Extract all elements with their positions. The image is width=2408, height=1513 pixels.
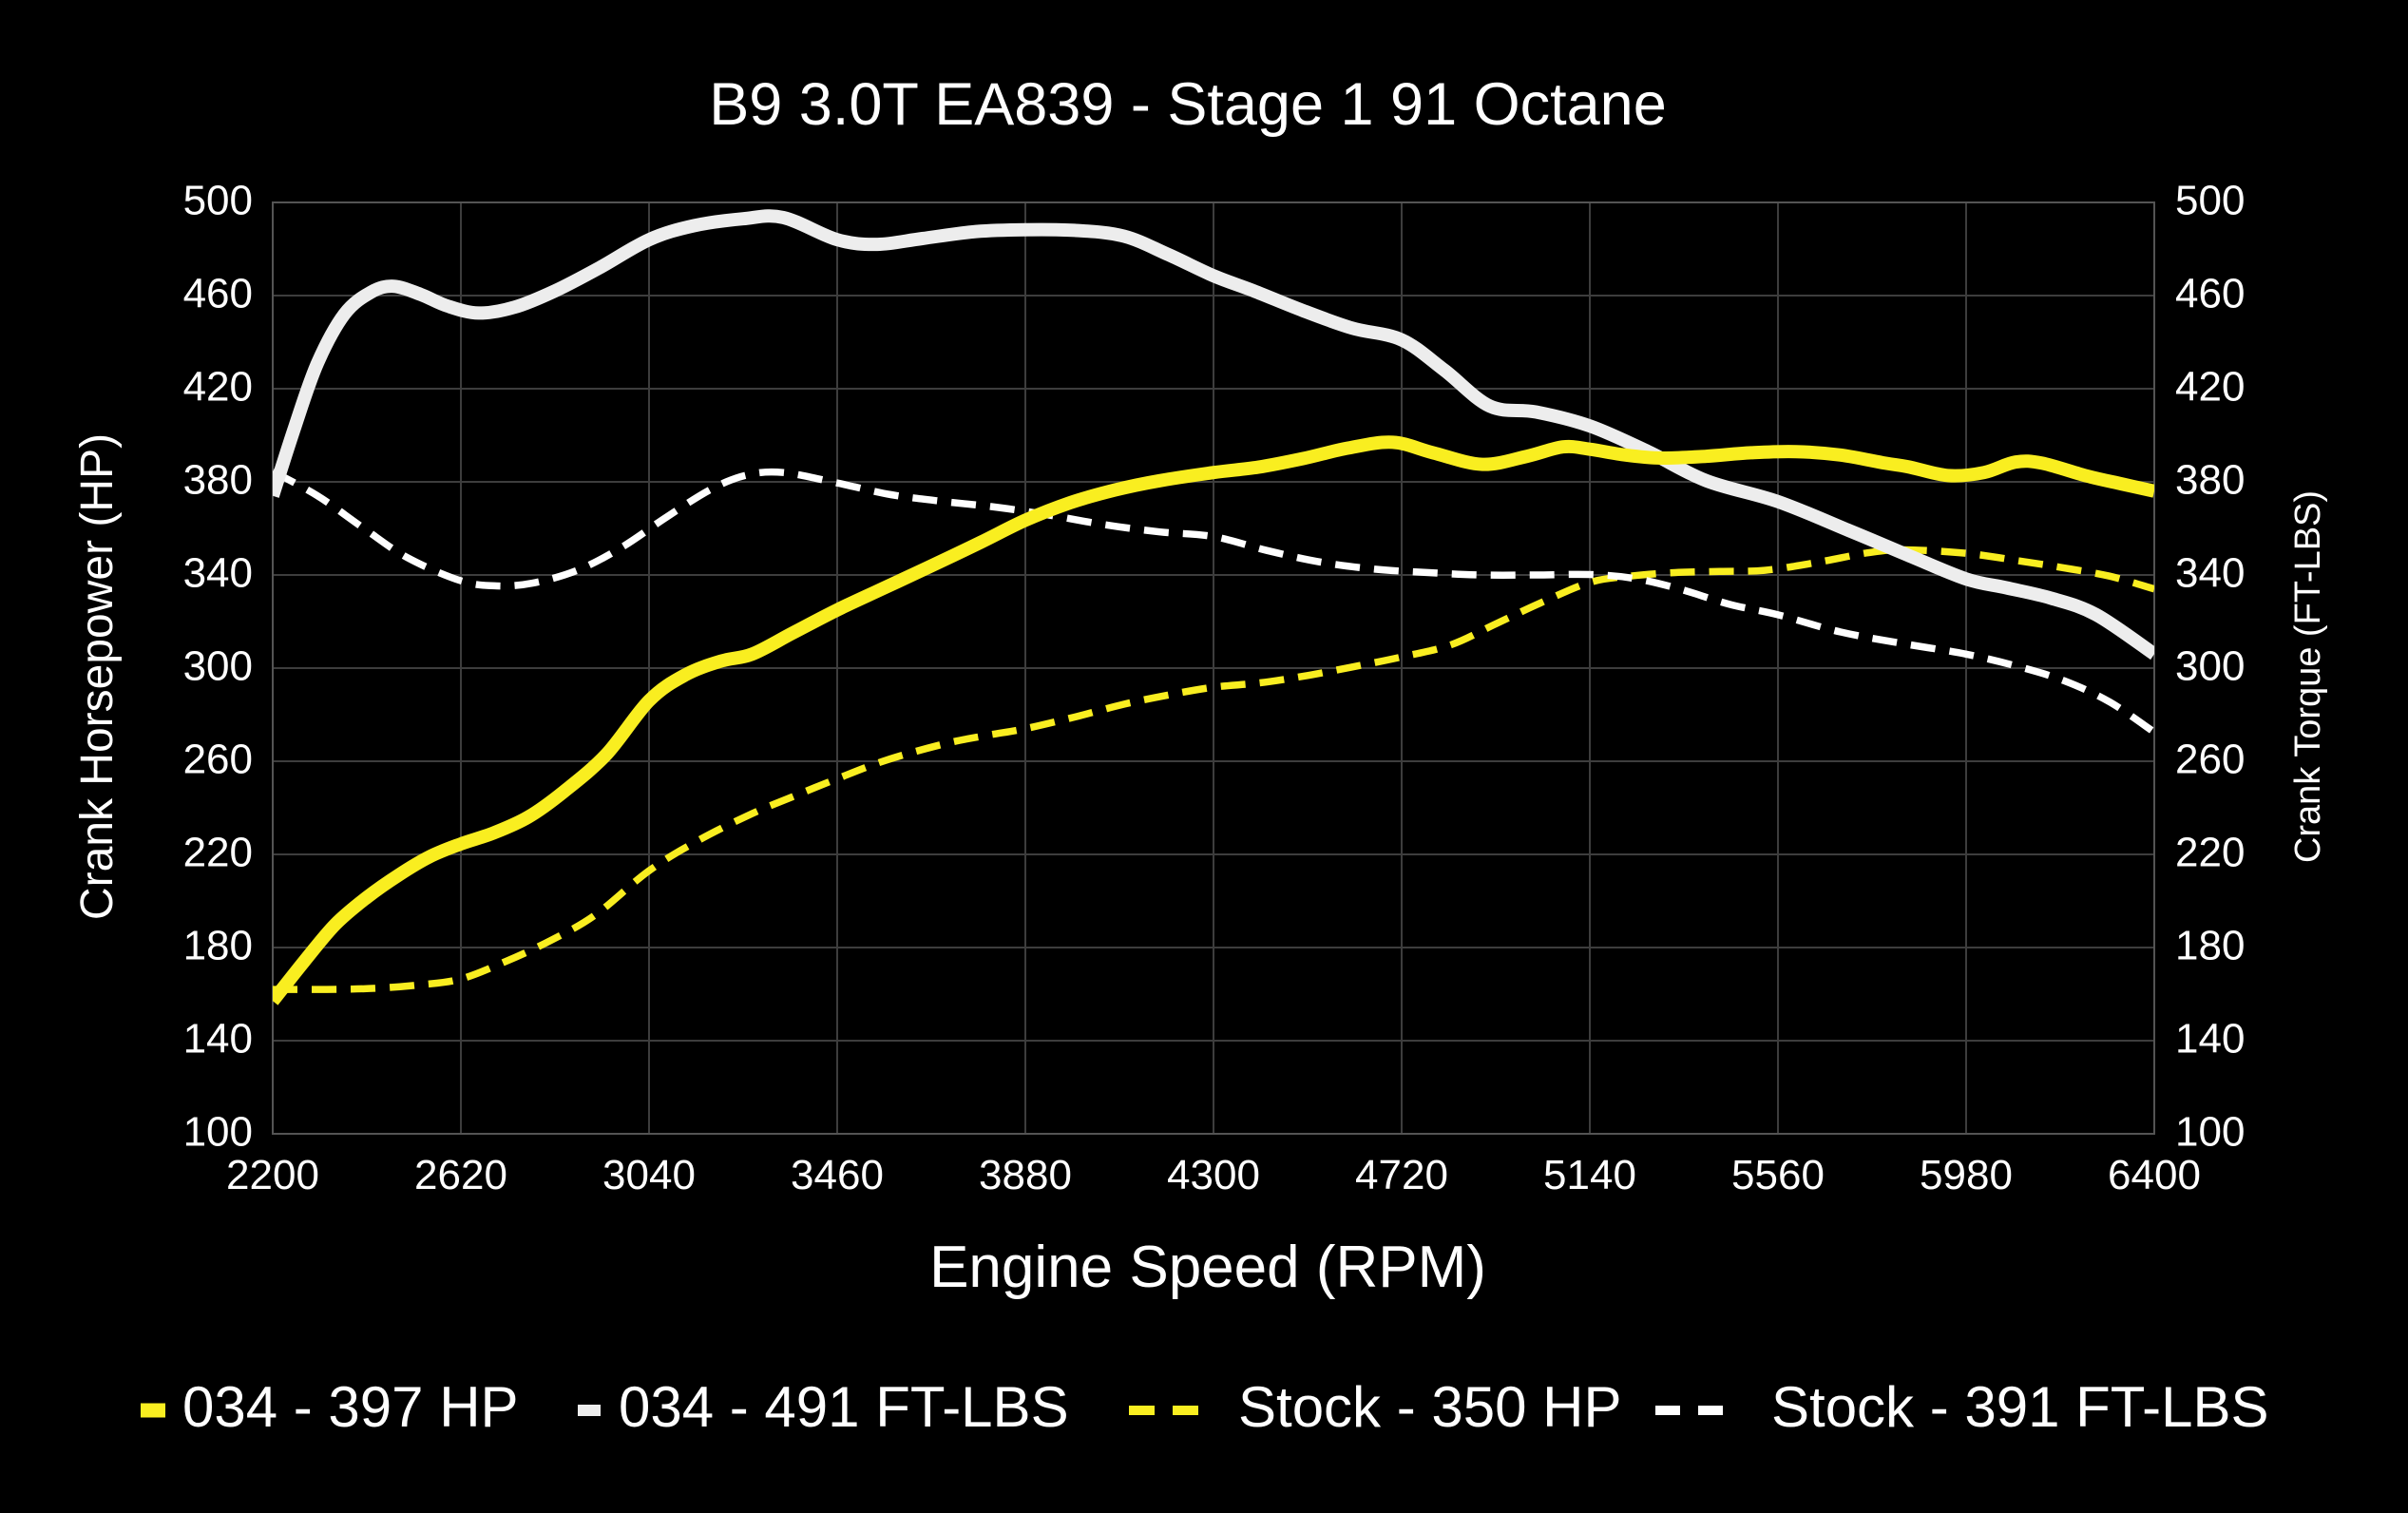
svg-text:420: 420: [2175, 364, 2245, 411]
svg-text:5980: 5980: [1920, 1152, 2013, 1198]
svg-text:100: 100: [2175, 1109, 2245, 1156]
svg-text:140: 140: [2175, 1016, 2245, 1063]
svg-text:2200: 2200: [226, 1152, 319, 1198]
svg-text:034 - 397 HP: 034 - 397 HP: [182, 1375, 519, 1439]
svg-text:340: 340: [183, 550, 253, 597]
svg-text:Crank Torque (FT-LBS): Crank Torque (FT-LBS): [2288, 490, 2328, 863]
svg-text:300: 300: [183, 643, 253, 690]
svg-text:Engine Speed (RPM): Engine Speed (RPM): [929, 1235, 1486, 1300]
svg-text:340: 340: [2175, 550, 2245, 597]
svg-text:4720: 4720: [1355, 1152, 1448, 1198]
svg-text:034 - 491 FT-LBS: 034 - 491 FT-LBS: [619, 1375, 1069, 1439]
svg-text:380: 380: [2175, 457, 2245, 504]
svg-text:380: 380: [183, 457, 253, 504]
svg-text:220: 220: [183, 830, 253, 876]
svg-text:Stock - 350 HP: Stock - 350 HP: [1238, 1375, 1622, 1439]
svg-text:420: 420: [183, 364, 253, 411]
svg-text:100: 100: [183, 1109, 253, 1156]
svg-text:Stock - 391 FT-LBS: Stock - 391 FT-LBS: [1771, 1375, 2269, 1439]
svg-text:140: 140: [183, 1016, 253, 1063]
svg-text:B9 3.0T EA839 - Stage 1 91 Oct: B9 3.0T EA839 - Stage 1 91 Octane: [709, 71, 1667, 138]
svg-text:500: 500: [183, 178, 253, 224]
svg-text:5140: 5140: [1543, 1152, 1636, 1198]
svg-text:460: 460: [2175, 271, 2245, 317]
svg-text:460: 460: [183, 271, 253, 317]
svg-text:2620: 2620: [414, 1152, 507, 1198]
svg-text:3040: 3040: [602, 1152, 696, 1198]
svg-text:Crank Horsepower (HP): Crank Horsepower (HP): [72, 433, 123, 920]
svg-text:4300: 4300: [1167, 1152, 1260, 1198]
svg-text:3460: 3460: [791, 1152, 884, 1198]
svg-text:6400: 6400: [2108, 1152, 2201, 1198]
svg-text:5560: 5560: [1731, 1152, 1825, 1198]
svg-text:500: 500: [2175, 178, 2245, 224]
svg-text:260: 260: [2175, 737, 2245, 783]
svg-text:260: 260: [183, 737, 253, 783]
svg-text:220: 220: [2175, 830, 2245, 876]
svg-text:3880: 3880: [979, 1152, 1072, 1198]
svg-text:180: 180: [2175, 923, 2245, 969]
svg-text:180: 180: [183, 923, 253, 969]
svg-text:300: 300: [2175, 643, 2245, 690]
